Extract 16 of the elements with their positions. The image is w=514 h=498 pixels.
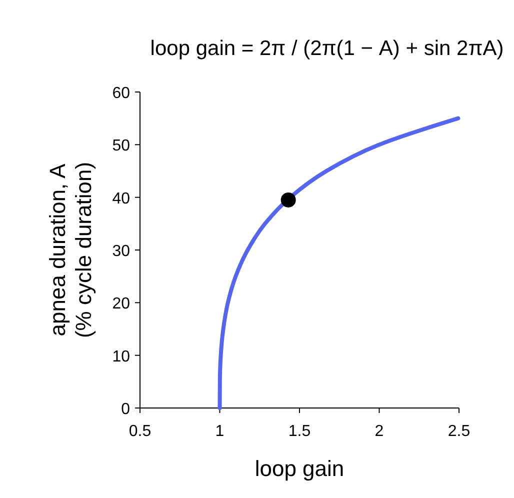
y-axis-title: apnea duration, A (% cycle duration) (45, 162, 96, 338)
y-tick-label: 60 (112, 85, 130, 102)
x-tick-label: 1.5 (288, 423, 311, 440)
chart-title: loop gain = 2π / (2π(1 − A) + sin 2πA) (150, 37, 504, 60)
x-tick-label: 1 (215, 423, 224, 440)
x-tick-label: 2.5 (448, 423, 470, 440)
x-tick-label: 2 (374, 423, 384, 440)
line-series (218, 116, 460, 410)
y-tick-label: 40 (112, 190, 130, 208)
y-tick-label: 20 (112, 296, 130, 313)
y-tick-label: 50 (112, 138, 130, 155)
x-axis-title: loop gain (254, 456, 344, 481)
x-tick-label: 0.5 (128, 423, 152, 440)
y-tick-label: 0 (121, 401, 130, 418)
y-tick-label: 30 (112, 243, 130, 260)
y-tick-label: 10 (112, 348, 130, 366)
